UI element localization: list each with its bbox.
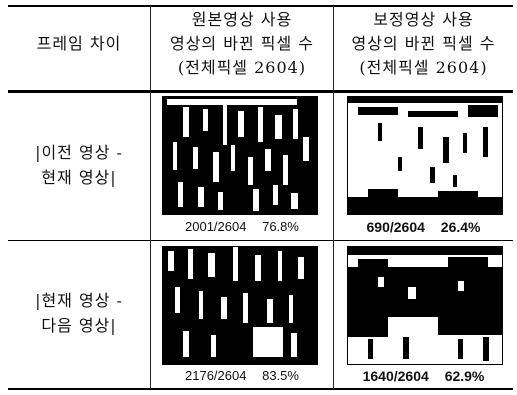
row1-corrected-diff-image — [347, 96, 503, 215]
row1-corrected-percent: 26.4% — [440, 219, 481, 235]
row-divider-rule — [8, 240, 513, 241]
header-frame-diff: 프레임 차이 — [36, 34, 122, 53]
row2-original-caption: 2176/2604 83.5% — [151, 368, 333, 383]
row2-corrected-count: 1640/2604 — [362, 368, 429, 384]
row1-label-line1: |이전 영상 - — [35, 143, 123, 162]
column-divider-1 — [150, 6, 151, 389]
row2-label-line1: |현재 영상 - — [35, 291, 123, 310]
column-divider-2 — [333, 6, 334, 389]
row2-corrected-diff-image — [347, 246, 503, 365]
header-original-line3: (전체픽셀 2604) — [177, 58, 307, 77]
row2-label: |현재 영상 - 다음 영상| — [8, 288, 150, 338]
row1-label-line2: 현재 영상| — [41, 168, 117, 187]
row1-label: |이전 영상 - 현재 영상| — [8, 140, 150, 190]
header-original-line2: 영상의 바뀐 픽셀 수 — [169, 34, 315, 53]
row1-original-percent: 76.8% — [262, 219, 299, 234]
row1-original-diff-image — [162, 96, 318, 215]
header-bottom-rule — [8, 90, 513, 93]
bottom-rule — [8, 388, 513, 390]
top-rule — [8, 5, 513, 7]
header-corrected-line1: 보정영상 사용 — [373, 10, 474, 29]
row2-original-count: 2176/2604 — [185, 368, 247, 383]
row1-corrected-caption: 690/2604 26.4% — [334, 219, 513, 235]
header-corrected: 보정영상 사용 영상의 바뀐 픽셀 수 (전체픽셀 2604) — [334, 8, 513, 80]
header-original-line1: 원본영상 사용 — [191, 10, 293, 29]
header-corrected-line2: 영상의 바뀐 픽셀 수 — [351, 34, 496, 53]
row2-original-diff-image — [162, 246, 318, 365]
row1-original-caption: 2001/2604 76.8% — [151, 219, 333, 234]
header-original: 원본영상 사용 영상의 바뀐 픽셀 수 (전체픽셀 2604) — [151, 8, 333, 80]
row1-original-count: 2001/2604 — [185, 219, 247, 234]
row2-label-line2: 다음 영상| — [41, 316, 117, 335]
row2-original-percent: 83.5% — [262, 368, 299, 383]
row1-corrected-count: 690/2604 — [366, 219, 425, 235]
header-corrected-line3: (전체픽셀 2604) — [359, 58, 488, 77]
row2-corrected-percent: 62.9% — [444, 368, 485, 384]
row2-corrected-caption: 1640/2604 62.9% — [334, 368, 513, 384]
